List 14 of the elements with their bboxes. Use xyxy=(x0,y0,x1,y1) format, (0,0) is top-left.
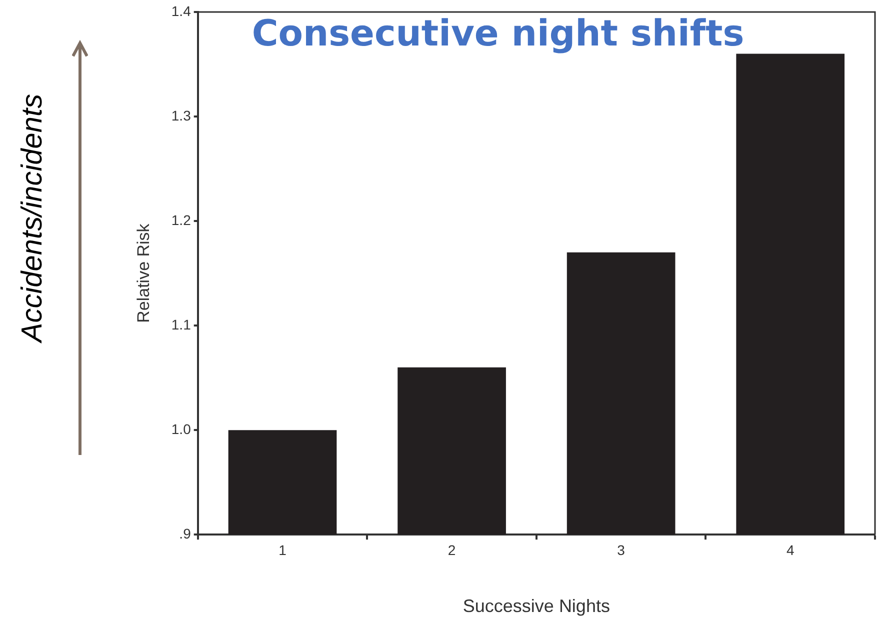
x-tick-label: 2 xyxy=(448,542,456,558)
x-tick-label: 3 xyxy=(617,542,626,558)
x-axis-title: Successive Nights xyxy=(462,596,610,616)
y-tick-label: 1.0 xyxy=(171,420,192,437)
y-axis-title: Relative Risk xyxy=(134,223,153,323)
y-tick-label: 1.2 xyxy=(171,212,192,228)
text: Accidents/incidents xyxy=(16,94,50,342)
y-tick-label: 1.3 xyxy=(171,107,192,124)
y-tick-label: .9 xyxy=(179,525,192,542)
chart-title: Consecutive night shifts xyxy=(252,13,744,54)
x-tick-label: 1 xyxy=(278,542,287,558)
y-tick-label: 1.1 xyxy=(171,316,192,332)
x-tick-label: 4 xyxy=(786,542,794,558)
y-tick-label: 1.4 xyxy=(171,2,192,19)
